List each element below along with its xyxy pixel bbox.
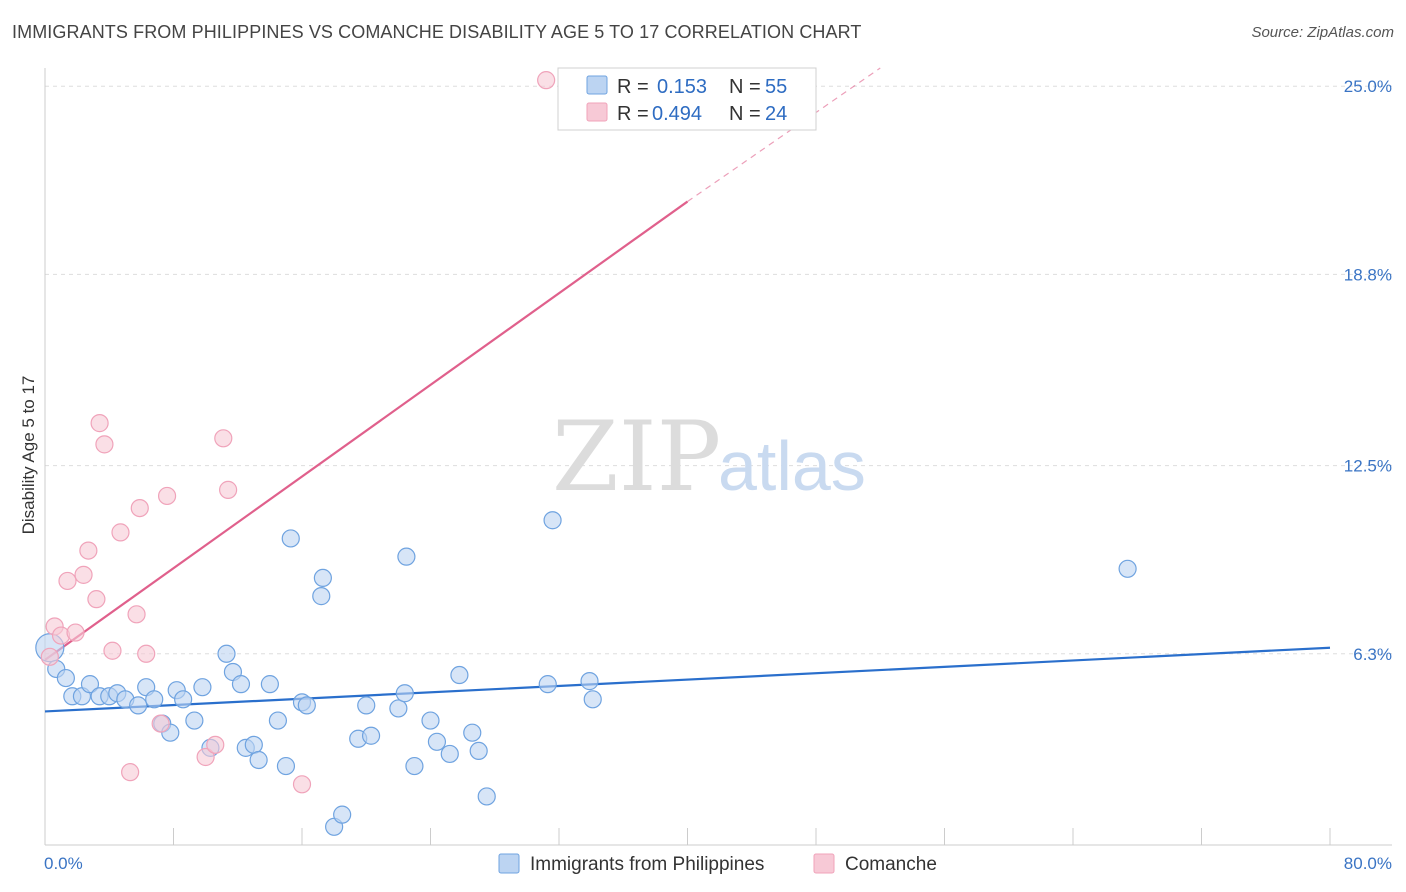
point-comanche-0	[40, 647, 59, 666]
point-comanche-23	[537, 71, 556, 90]
legend-swatch-philippines	[586, 75, 608, 95]
legend-swatch-comanche	[586, 102, 608, 122]
legend-n-value-1: 55	[765, 76, 787, 98]
point-comanche-14	[130, 498, 149, 518]
point-philippines-20	[217, 644, 236, 663]
point-philippines-10	[129, 696, 148, 715]
point-philippines-2	[56, 668, 75, 688]
watermark-zip: ZIP	[552, 401, 721, 513]
axes	[44, 68, 1392, 846]
y-tick-label-1: 12.5%	[1344, 457, 1392, 476]
point-philippines-31	[297, 696, 316, 715]
point-philippines-22	[231, 675, 251, 694]
point-philippines-12	[145, 690, 164, 709]
point-philippines-25	[249, 750, 268, 770]
point-comanche-12	[121, 763, 140, 782]
point-comanche-19	[206, 735, 225, 754]
series-legend: Immigrants from Philippines Comanche	[498, 853, 937, 875]
point-philippines-16	[174, 690, 193, 709]
point-philippines-50	[538, 675, 557, 694]
legend-n-value-2: 24	[765, 103, 787, 125]
watermark: ZIP atlas	[552, 401, 866, 513]
legend-r-value-1: 0.153	[657, 76, 707, 98]
point-comanche-8	[90, 414, 109, 433]
point-comanche-21	[219, 480, 238, 499]
point-comanche-17	[157, 486, 177, 506]
data-points	[35, 71, 1137, 836]
point-comanche-18	[196, 747, 215, 767]
point-comanche-5	[74, 565, 93, 584]
series-swatch-comanche	[813, 853, 835, 874]
chart-source: Source: ZipAtlas.com	[1251, 24, 1394, 41]
y-tick-label-3: 25.0%	[1344, 77, 1392, 96]
point-comanche-15	[137, 644, 156, 663]
point-philippines-29	[281, 529, 300, 548]
point-philippines-44	[427, 732, 447, 751]
legend-r-label-1: R =	[617, 76, 649, 98]
legend-n-label-2: N =	[729, 103, 761, 125]
trend-lines	[44, 67, 1331, 713]
x-tick-label-max: 80.0%	[1344, 854, 1392, 873]
series-label-philippines: Immigrants from Philippines	[530, 854, 764, 875]
point-philippines-47	[463, 723, 482, 742]
point-comanche-20	[214, 429, 233, 448]
point-philippines-40	[395, 684, 414, 703]
point-comanche-9	[95, 435, 114, 454]
point-comanche-3	[58, 571, 77, 591]
point-comanche-6	[79, 541, 98, 560]
point-comanche-16	[151, 714, 170, 733]
point-philippines-39	[389, 699, 408, 718]
y-axis-title: Disability Age 5 to 17	[19, 376, 38, 535]
point-philippines-17	[185, 711, 204, 730]
point-philippines-28	[276, 756, 296, 776]
point-philippines-33	[313, 568, 332, 588]
point-comanche-10	[103, 641, 122, 660]
legend: R = 0.153 N = 55 R = 0.494 N = 24	[557, 67, 817, 131]
trend-line-1	[44, 200, 689, 661]
point-comanche-13	[127, 605, 146, 624]
chart-title: IMMIGRANTS FROM PHILIPPINES VS COMANCHE …	[12, 22, 862, 42]
x-tick-labels: 0.0% 80.0%	[44, 854, 1392, 873]
series-swatch-philippines	[498, 853, 520, 874]
y-tick-labels: 6.3% 12.5% 18.8% 25.0%	[1344, 77, 1392, 664]
point-philippines-46	[450, 665, 469, 685]
point-comanche-4	[66, 623, 85, 642]
point-philippines-27	[268, 711, 288, 730]
point-philippines-53	[583, 690, 602, 709]
legend-r-value-2: 0.494	[652, 103, 702, 125]
grid	[45, 85, 1392, 655]
legend-r-label-2: R =	[617, 103, 649, 125]
y-tick-label-2: 18.8%	[1344, 265, 1392, 284]
point-philippines-24	[244, 735, 263, 754]
watermark-atlas: atlas	[718, 427, 866, 505]
point-philippines-5	[80, 675, 100, 694]
point-philippines-37	[357, 696, 376, 715]
point-philippines-32	[312, 587, 331, 606]
point-comanche-11	[111, 523, 130, 542]
point-philippines-35	[333, 805, 352, 824]
point-philippines-45	[440, 744, 459, 764]
point-philippines-52	[580, 672, 599, 691]
series-label-comanche: Comanche	[845, 854, 937, 875]
point-philippines-48	[469, 741, 488, 761]
point-philippines-51	[543, 511, 562, 530]
point-philippines-54	[1118, 559, 1137, 578]
point-philippines-43	[421, 711, 440, 730]
point-philippines-49	[477, 787, 496, 806]
x-tick-label-min: 0.0%	[44, 854, 83, 873]
point-philippines-38	[361, 726, 381, 745]
point-philippines-18	[193, 678, 212, 697]
trend-line-0	[44, 646, 1331, 713]
point-comanche-7	[87, 590, 106, 609]
point-philippines-41	[397, 547, 416, 566]
point-comanche-22	[292, 775, 312, 794]
y-tick-label-0: 6.3%	[1353, 645, 1392, 664]
legend-n-label-1: N =	[729, 76, 761, 98]
point-philippines-26	[260, 675, 279, 694]
point-philippines-42	[405, 756, 424, 776]
